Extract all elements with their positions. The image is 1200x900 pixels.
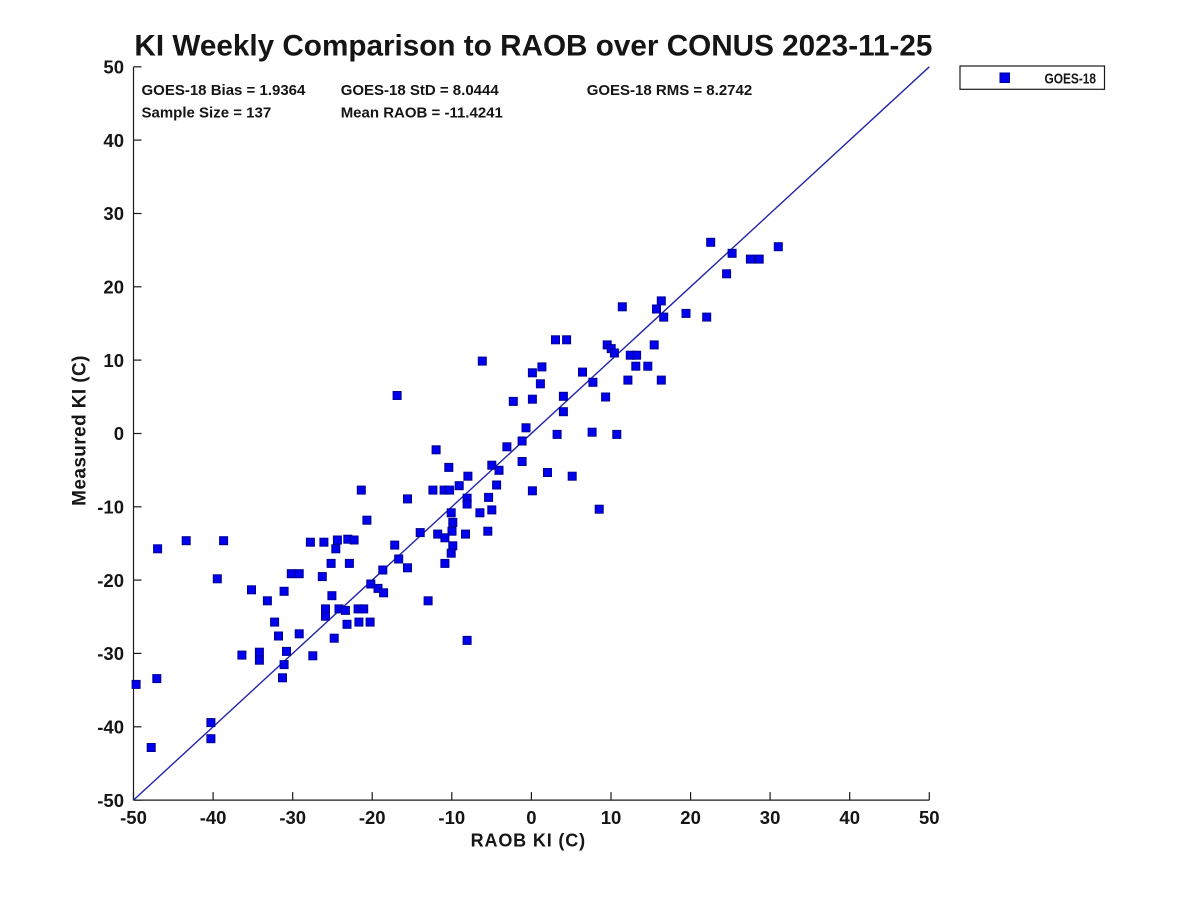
svg-text:40: 40 bbox=[103, 130, 124, 151]
svg-text:10: 10 bbox=[103, 350, 124, 371]
svg-text:30: 30 bbox=[103, 203, 124, 224]
svg-text:-50: -50 bbox=[97, 790, 124, 811]
svg-text:-30: -30 bbox=[97, 643, 124, 664]
svg-text:Mean RAOB = -11.4241: Mean RAOB = -11.4241 bbox=[341, 104, 503, 121]
svg-text:40: 40 bbox=[839, 807, 860, 828]
svg-text:-40: -40 bbox=[200, 807, 227, 828]
svg-text:RAOB KI (C): RAOB KI (C) bbox=[471, 831, 586, 851]
svg-text:50: 50 bbox=[103, 57, 124, 78]
svg-text:-40: -40 bbox=[97, 717, 124, 738]
svg-text:-20: -20 bbox=[97, 570, 124, 591]
svg-text:GOES-18 StD = 8.0444: GOES-18 StD = 8.0444 bbox=[341, 82, 500, 99]
svg-text:GOES-18: GOES-18 bbox=[1045, 70, 1097, 87]
svg-text:30: 30 bbox=[760, 807, 781, 828]
svg-text:GOES-18 Bias = 1.9364: GOES-18 Bias = 1.9364 bbox=[142, 82, 307, 99]
svg-text:-10: -10 bbox=[438, 807, 465, 828]
svg-text:0: 0 bbox=[114, 423, 124, 444]
svg-text:50: 50 bbox=[919, 807, 940, 828]
svg-text:KI Weekly Comparison to RAOB o: KI Weekly Comparison to RAOB over CONUS … bbox=[134, 29, 932, 62]
svg-text:-10: -10 bbox=[97, 497, 124, 518]
svg-text:0: 0 bbox=[526, 807, 536, 828]
svg-text:20: 20 bbox=[680, 807, 701, 828]
svg-text:-30: -30 bbox=[279, 807, 306, 828]
svg-text:Sample Size = 137: Sample Size = 137 bbox=[142, 104, 272, 121]
svg-text:20: 20 bbox=[103, 277, 124, 298]
svg-text:Measured KI (C): Measured KI (C) bbox=[70, 355, 91, 506]
svg-text:10: 10 bbox=[601, 807, 622, 828]
svg-text:GOES-18 RMS = 8.2742: GOES-18 RMS = 8.2742 bbox=[587, 82, 753, 99]
svg-text:-20: -20 bbox=[359, 807, 386, 828]
svg-text:-50: -50 bbox=[120, 807, 147, 828]
